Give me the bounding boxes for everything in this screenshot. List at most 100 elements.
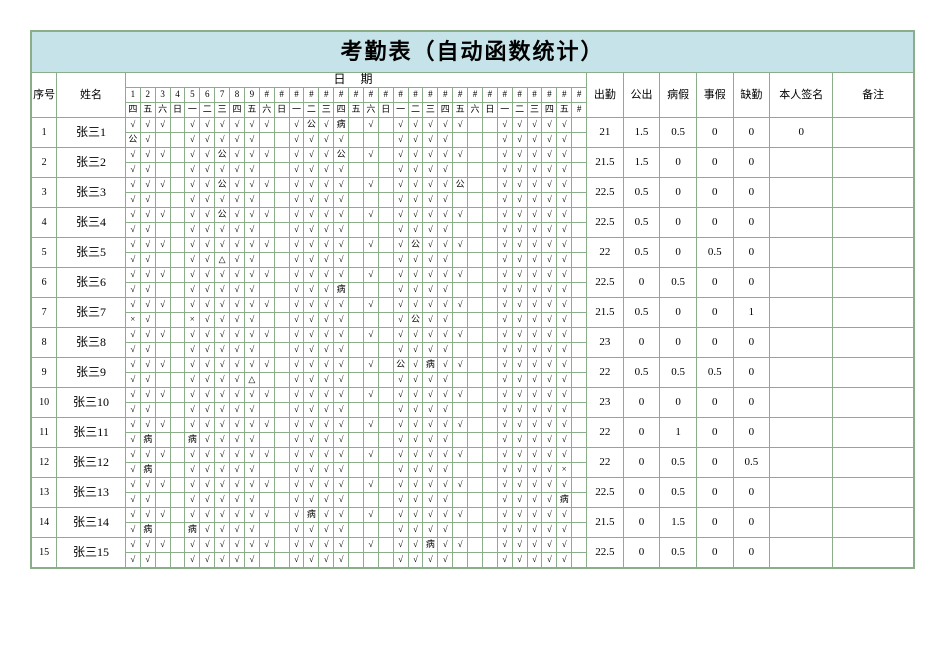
mark-top-8-3 [170, 358, 185, 373]
mark-bot-7-26: √ [512, 343, 527, 358]
stat-11-0: 22 [587, 448, 624, 478]
mark-top-2-5: √ [200, 178, 215, 193]
mark-bot-1-11: √ [289, 163, 304, 178]
mark-top-11-1: √ [140, 448, 155, 463]
mark-bot-10-4: 病 [185, 433, 200, 448]
stat-3-2: 0 [660, 208, 697, 238]
mark-bot-11-5: √ [200, 463, 215, 478]
mark-top-10-6: √ [215, 418, 230, 433]
mark-top-11-9: √ [259, 448, 274, 463]
mark-bot-4-7: √ [230, 253, 245, 268]
daynum-15: # [349, 88, 364, 103]
mark-top-0-19: √ [408, 118, 423, 133]
mark-top-8-21: √ [438, 358, 453, 373]
mark-bot-14-12: √ [304, 553, 319, 568]
mark-bot-13-20: √ [423, 523, 438, 538]
mark-bot-1-3 [170, 163, 185, 178]
mark-bot-7-8: √ [244, 343, 259, 358]
mark-top-10-7: √ [230, 418, 245, 433]
mark-bot-12-29: 病 [557, 493, 572, 508]
mark-top-14-28: √ [542, 538, 557, 553]
mark-top-6-20: √ [423, 298, 438, 313]
mark-top-4-20: √ [423, 238, 438, 253]
mark-top-0-29: √ [557, 118, 572, 133]
mark-top-7-2: √ [155, 328, 170, 343]
mark-top-8-22: √ [453, 358, 468, 373]
mark-top-3-23 [468, 208, 483, 223]
note-8 [833, 358, 914, 388]
mark-top-14-5: √ [200, 538, 215, 553]
daynum-3: 4 [170, 88, 185, 103]
mark-bot-4-6: △ [215, 253, 230, 268]
name-10: 张三11 [57, 418, 126, 448]
mark-top-10-9: √ [259, 418, 274, 433]
mark-bot-7-9 [259, 343, 274, 358]
mark-top-8-5: √ [200, 358, 215, 373]
mark-bot-1-13: √ [319, 163, 334, 178]
mark-top-0-24 [482, 118, 497, 133]
mark-top-7-20: √ [423, 328, 438, 343]
sign-3 [770, 208, 833, 238]
mark-bot-9-22 [453, 403, 468, 418]
daynum-17: # [378, 88, 393, 103]
mark-bot-11-8: √ [244, 463, 259, 478]
mark-top-2-17 [378, 178, 393, 193]
mark-bot-0-21: √ [438, 133, 453, 148]
mark-bot-9-3 [170, 403, 185, 418]
mark-bot-4-11: √ [289, 253, 304, 268]
stat-7-4: 0 [733, 328, 770, 358]
mark-bot-13-1: 病 [140, 523, 155, 538]
mark-bot-5-2 [155, 283, 170, 298]
dayname-4: 一 [185, 103, 200, 118]
mark-top-9-8: √ [244, 388, 259, 403]
mark-bot-5-22 [453, 283, 468, 298]
mark-top-2-8: √ [244, 178, 259, 193]
mark-top-7-30 [572, 328, 587, 343]
mark-top-0-21: √ [438, 118, 453, 133]
mark-top-3-13: √ [319, 208, 334, 223]
mark-top-12-0: √ [125, 478, 140, 493]
mark-top-8-8: √ [244, 358, 259, 373]
sign-7 [770, 328, 833, 358]
mark-top-8-2: √ [155, 358, 170, 373]
mark-top-9-13: √ [319, 388, 334, 403]
mark-bot-8-30 [572, 373, 587, 388]
mark-bot-10-1: 病 [140, 433, 155, 448]
mark-bot-3-3 [170, 223, 185, 238]
mark-top-0-12: 公 [304, 118, 319, 133]
mark-bot-14-8: √ [244, 553, 259, 568]
mark-bot-13-22 [453, 523, 468, 538]
mark-top-6-5: √ [200, 298, 215, 313]
mark-top-0-13: √ [319, 118, 334, 133]
mark-top-12-20: √ [423, 478, 438, 493]
mark-bot-12-10 [274, 493, 289, 508]
mark-top-7-7: √ [230, 328, 245, 343]
stat-13-2: 1.5 [660, 508, 697, 538]
mark-bot-8-22 [453, 373, 468, 388]
mark-top-5-5: √ [200, 268, 215, 283]
mark-bot-12-20: √ [423, 493, 438, 508]
mark-top-1-5: √ [200, 148, 215, 163]
mark-bot-0-13: √ [319, 133, 334, 148]
mark-top-10-25: √ [497, 418, 512, 433]
mark-bot-4-19: √ [408, 253, 423, 268]
mark-top-7-17 [378, 328, 393, 343]
mark-top-5-4: √ [185, 268, 200, 283]
mark-bot-7-21: √ [438, 343, 453, 358]
mark-bot-14-29: √ [557, 553, 572, 568]
stat-7-1: 0 [623, 328, 660, 358]
mark-top-8-29: √ [557, 358, 572, 373]
mark-bot-0-7: √ [230, 133, 245, 148]
mark-bot-7-7: √ [230, 343, 245, 358]
stat-14-3: 0 [696, 538, 733, 568]
mark-bot-2-29: √ [557, 193, 572, 208]
mark-bot-12-0: √ [125, 493, 140, 508]
mark-bot-6-16 [363, 313, 378, 328]
mark-top-9-4: √ [185, 388, 200, 403]
mark-top-6-0: √ [125, 298, 140, 313]
mark-bot-12-14: √ [334, 493, 349, 508]
mark-bot-14-11: √ [289, 553, 304, 568]
mark-top-9-19: √ [408, 388, 423, 403]
mark-top-4-19: 公 [408, 238, 423, 253]
stat-9-2: 0 [660, 388, 697, 418]
